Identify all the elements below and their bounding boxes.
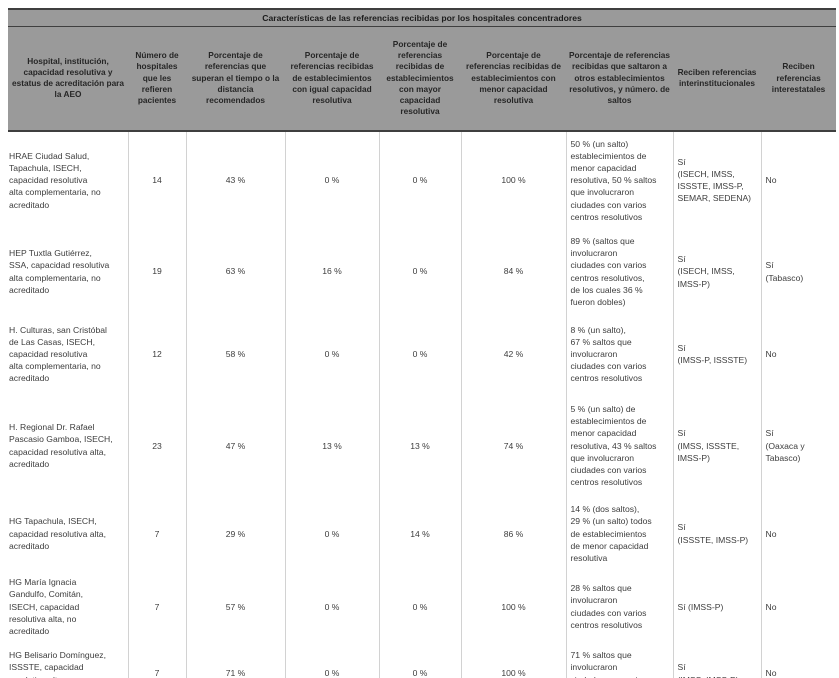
cell-num-hospitales: 7	[127, 570, 186, 644]
cell-interinstitucionales: Sí (IMSS-P, ISSSTE)	[672, 314, 761, 395]
cell-pct-igual: 13 %	[284, 394, 379, 498]
cell-interestatales: Sí (Oaxaca y Tabasco)	[760, 394, 837, 498]
cell-pct-menor: 42 %	[460, 314, 566, 395]
cell-pct-igual: 0 %	[284, 314, 379, 395]
cell-hospital: HG Belisario Domínguez, ISSSTE, capacida…	[9, 650, 106, 678]
table-row: H. Regional Dr. Rafael Pascasio Gamboa, …	[8, 394, 837, 498]
cell-pct-mayor: 13 %	[378, 394, 461, 498]
cell-saltos: 89 % (saltos que involucraron ciudades c…	[565, 228, 673, 315]
cell-saltos: 28 % saltos que involucraron ciudades co…	[565, 570, 673, 644]
col-header-interinstitucionales: Reciben referencias interinstitucionales	[673, 26, 761, 132]
cell-pct-superan: 57 %	[185, 570, 285, 644]
cell-interinstitucionales: Sí (IMSS-P)	[672, 570, 761, 644]
cell-interinstitucionales: Sí (ISECH, IMSS, ISSSTE, IMSS-P, SEMAR, …	[672, 130, 761, 229]
col-header-hospital: Hospital, institución, capacidad resolut…	[8, 26, 128, 132]
cell-pct-mayor: 0 %	[378, 643, 461, 678]
col-header-saltos: Porcentaje de referencias recibidas que …	[566, 26, 673, 132]
cell-pct-superan: 43 %	[185, 130, 285, 229]
cell-num-hospitales: 23	[127, 394, 186, 498]
references-table: Características de las referencias recib…	[8, 8, 837, 678]
cell-hospital: HG Tapachula, ISECH, capacidad resolutiv…	[9, 516, 106, 551]
table-row: HG Belisario Domínguez, ISSSTE, capacida…	[8, 643, 837, 678]
cell-pct-superan: 58 %	[185, 314, 285, 395]
table-row: HEP Tuxtla Gutiérrez, SSA, capacidad res…	[8, 228, 837, 315]
cell-num-hospitales: 12	[127, 314, 186, 395]
table-header-row: Hospital, institución, capacidad resolut…	[8, 26, 837, 132]
col-header-interestatales: Reciben referencias interestatales	[761, 26, 837, 132]
cell-hospital: HG María Ignacia Gandulfo, Comitán, ISEC…	[9, 577, 84, 636]
cell-pct-menor: 86 %	[460, 497, 566, 571]
col-header-pct-mayor: Porcentaje de referencias recibidas de e…	[379, 26, 461, 132]
cell-pct-superan: 47 %	[185, 394, 285, 498]
cell-interinstitucionales: Sí (ISSSTE, IMSS-P)	[672, 497, 761, 571]
table-row: HG Tapachula, ISECH, capacidad resolutiv…	[8, 497, 837, 571]
cell-hospital: H. Regional Dr. Rafael Pascasio Gamboa, …	[9, 422, 113, 469]
cell-pct-menor: 74 %	[460, 394, 566, 498]
col-header-num-hospitales: Número de hospitales que les refieren pa…	[128, 26, 186, 132]
cell-pct-menor: 84 %	[460, 228, 566, 315]
cell-interinstitucionales: Sí (ISECH, IMSS, IMSS-P)	[672, 228, 761, 315]
col-header-pct-menor: Porcentaje de referencias recibidas de e…	[461, 26, 566, 132]
cell-interestatales: Sí (Tabasco)	[760, 228, 837, 315]
cell-pct-igual: 0 %	[284, 570, 379, 644]
cell-saltos: 8 % (un salto), 67 % saltos que involucr…	[565, 314, 673, 395]
cell-interinstitucionales: Sí (IMSS, IMSS-P)	[672, 643, 761, 678]
cell-pct-igual: 0 %	[284, 497, 379, 571]
cell-interestatales: No	[760, 643, 837, 678]
cell-interestatales: No	[760, 497, 837, 571]
cell-saltos: 71 % saltos que involucraron ciudades co…	[565, 643, 673, 678]
cell-saltos: 14 % (dos saltos), 29 % (un salto) todos…	[565, 497, 673, 571]
cell-pct-mayor: 0 %	[378, 228, 461, 315]
cell-saltos: 5 % (un salto) de establecimientos de me…	[565, 394, 673, 498]
cell-pct-menor: 100 %	[460, 570, 566, 644]
cell-pct-igual: 0 %	[284, 643, 379, 678]
cell-hospital: H. Culturas, san Cristóbal de Las Casas,…	[9, 324, 107, 384]
references-table-wrap: Características de las referencias recib…	[8, 8, 837, 678]
cell-pct-igual: 0 %	[284, 130, 379, 229]
cell-num-hospitales: 7	[127, 497, 186, 571]
cell-saltos: 50 % (un salto) establecimientos de meno…	[565, 130, 673, 229]
cell-pct-menor: 100 %	[460, 643, 566, 678]
cell-pct-superan: 63 %	[185, 228, 285, 315]
cell-pct-mayor: 0 %	[378, 570, 461, 644]
cell-pct-mayor: 14 %	[378, 497, 461, 571]
cell-pct-menor: 100 %	[460, 130, 566, 229]
cell-hospital: HRAE Ciudad Salud, Tapachula, ISECH, cap…	[9, 150, 101, 210]
table-row: HRAE Ciudad Salud, Tapachula, ISECH, cap…	[8, 130, 837, 229]
cell-pct-mayor: 0 %	[378, 314, 461, 395]
col-header-pct-igual: Porcentaje de referencias recibidas de e…	[285, 26, 379, 132]
cell-pct-superan: 71 %	[185, 643, 285, 678]
cell-pct-igual: 16 %	[284, 228, 379, 315]
cell-interinstitucionales: Sí (IMSS, ISSSTE, IMSS-P)	[672, 394, 761, 498]
table-row: HG María Ignacia Gandulfo, Comitán, ISEC…	[8, 570, 837, 644]
cell-num-hospitales: 14	[127, 130, 186, 229]
cell-num-hospitales: 7	[127, 643, 186, 678]
cell-interestatales: No	[760, 130, 837, 229]
cell-num-hospitales: 19	[127, 228, 186, 315]
cell-interestatales: No	[760, 314, 837, 395]
cell-pct-mayor: 0 %	[378, 130, 461, 229]
cell-hospital: HEP Tuxtla Gutiérrez, SSA, capacidad res…	[9, 248, 110, 295]
table-row: H. Culturas, san Cristóbal de Las Casas,…	[8, 314, 837, 395]
col-header-pct-superan: Porcentaje de referencias que superan el…	[186, 26, 285, 132]
cell-pct-superan: 29 %	[185, 497, 285, 571]
cell-interestatales: No	[760, 570, 837, 644]
table-title-row: Características de las referencias recib…	[8, 8, 837, 27]
table-title: Características de las referencias recib…	[8, 8, 837, 27]
